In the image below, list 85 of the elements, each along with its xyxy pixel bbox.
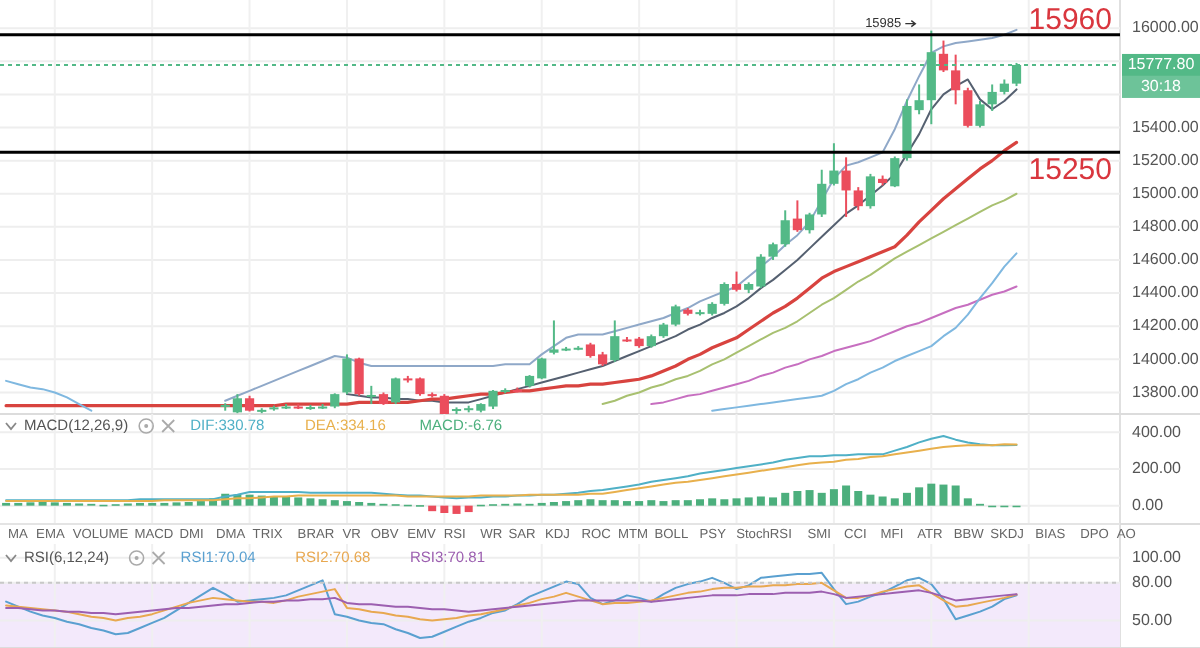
ref-line-label: 15250 bbox=[1028, 153, 1112, 188]
bar bbox=[464, 505, 473, 513]
y-tick-label: 14000.00 bbox=[1132, 349, 1200, 368]
candlestick bbox=[987, 83, 997, 112]
bar bbox=[793, 491, 802, 506]
candlestick bbox=[853, 186, 863, 212]
ref-line-label: 15960 bbox=[1028, 2, 1112, 37]
y-tick-label: 15400.00 bbox=[1132, 117, 1200, 136]
y-tick-label: 400.00 bbox=[1132, 422, 1183, 441]
candlestick bbox=[391, 376, 401, 406]
y-tick-label: 50.00 bbox=[1132, 610, 1174, 629]
bar bbox=[598, 500, 607, 506]
bar bbox=[574, 500, 583, 506]
bar bbox=[744, 497, 753, 506]
bar bbox=[318, 499, 327, 506]
candlestick bbox=[792, 199, 802, 233]
bar bbox=[951, 485, 960, 506]
bar bbox=[878, 496, 887, 506]
candlestick bbox=[804, 211, 815, 235]
bar bbox=[769, 497, 778, 506]
bar bbox=[805, 490, 814, 506]
bar bbox=[586, 499, 595, 506]
candlestick bbox=[671, 303, 681, 328]
line-series bbox=[224, 28, 1018, 402]
y-tick-label: 15200.00 bbox=[1132, 150, 1200, 169]
y-tick-label: 14600.00 bbox=[1132, 250, 1200, 269]
y-tick-label: 80.00 bbox=[1132, 573, 1174, 592]
candlestick bbox=[610, 319, 620, 363]
bar bbox=[854, 491, 863, 506]
candlestick bbox=[841, 156, 851, 218]
bar bbox=[866, 494, 875, 506]
bar bbox=[817, 492, 826, 506]
bar bbox=[647, 500, 656, 506]
bar bbox=[294, 497, 303, 506]
bar bbox=[915, 487, 924, 506]
candlestick bbox=[719, 281, 729, 307]
bar bbox=[927, 483, 936, 506]
y-tick-label: 0.00 bbox=[1132, 495, 1165, 514]
bar bbox=[720, 499, 729, 506]
bar bbox=[890, 498, 899, 506]
candlestick bbox=[890, 155, 900, 189]
bar bbox=[756, 496, 765, 506]
line-series bbox=[5, 589, 1018, 616]
y-tick-label: 14200.00 bbox=[1132, 316, 1200, 335]
bar bbox=[829, 489, 838, 506]
bar bbox=[440, 505, 449, 513]
bar bbox=[610, 500, 619, 506]
bar bbox=[696, 499, 704, 506]
text: 30:18 bbox=[1140, 77, 1183, 96]
ref-line-label: 15777.80 bbox=[1127, 55, 1196, 74]
bar bbox=[842, 485, 851, 506]
y-tick-label: 14400.00 bbox=[1132, 283, 1200, 302]
candlestick bbox=[829, 142, 839, 187]
bar bbox=[683, 500, 692, 506]
candlestick bbox=[975, 100, 985, 129]
bar bbox=[781, 492, 790, 506]
bar bbox=[306, 498, 315, 506]
bar bbox=[671, 500, 680, 506]
y-tick-label: 200.00 bbox=[1132, 459, 1183, 478]
y-tick-label: 15000.00 bbox=[1132, 183, 1200, 202]
y-tick-label: 13800.00 bbox=[1132, 382, 1200, 401]
candlestick bbox=[780, 209, 790, 248]
bar bbox=[428, 505, 437, 512]
candlestick bbox=[817, 168, 827, 218]
line-series bbox=[5, 571, 1018, 639]
line-series bbox=[650, 285, 1018, 406]
candlestick bbox=[951, 53, 961, 106]
candlestick bbox=[865, 172, 876, 210]
candlestick bbox=[354, 356, 364, 397]
y-tick-label: 16000.00 bbox=[1132, 18, 1200, 37]
bar bbox=[452, 505, 461, 514]
bar bbox=[939, 484, 948, 506]
line-series bbox=[5, 581, 1018, 622]
candlestick bbox=[731, 270, 742, 293]
bar bbox=[963, 498, 972, 506]
y-tick-label: 14800.00 bbox=[1132, 217, 1200, 236]
bar bbox=[732, 498, 741, 506]
bar bbox=[902, 492, 911, 506]
y-tick-label: 100.00 bbox=[1132, 548, 1183, 566]
candlestick bbox=[342, 353, 352, 396]
line-series bbox=[601, 192, 1018, 406]
bar bbox=[708, 498, 717, 506]
candlestick bbox=[963, 86, 973, 129]
candlestick bbox=[366, 384, 376, 406]
bar bbox=[330, 500, 339, 506]
